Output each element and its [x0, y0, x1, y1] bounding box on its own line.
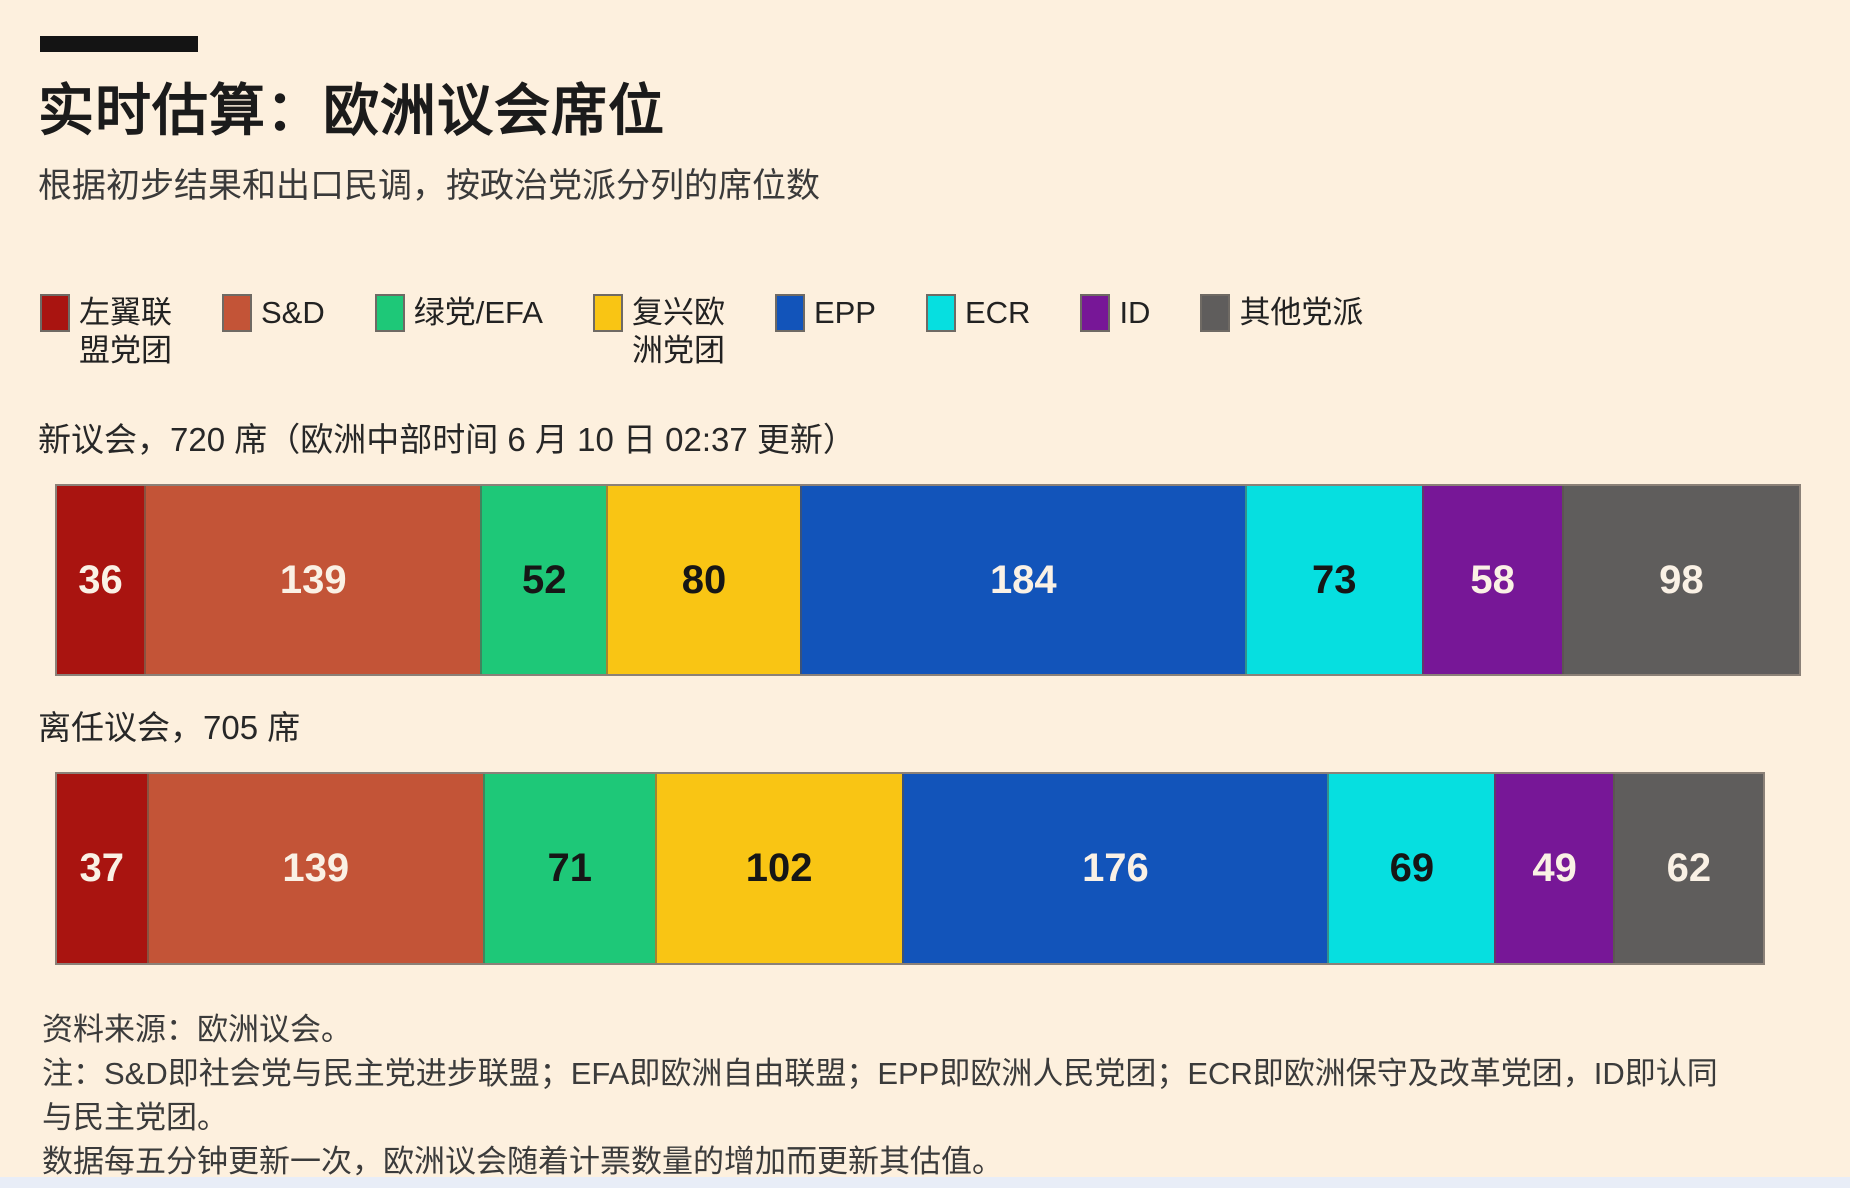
footer-note: 注：S&D即社会党与民主党进步联盟；EFA即欧洲自由联盟；EPP即欧洲人民党团；… [42, 1056, 1718, 1135]
bar-segment: 37 [57, 774, 147, 963]
bottom-strip [0, 1177, 1850, 1188]
bar-segment-value: 71 [547, 846, 593, 890]
bar-segment: 73 [1244, 486, 1422, 674]
bar-segment-value: 98 [1659, 557, 1704, 602]
legend-item-label: 其他党派 [1239, 295, 1364, 330]
legend-swatch [925, 294, 956, 332]
legend-swatch [592, 294, 623, 332]
legend-item-label: 复兴欧 洲党团 [631, 295, 725, 368]
bar-segment: 139 [144, 486, 481, 674]
legend-item-label: 左翼联 盟党团 [79, 295, 172, 368]
legend-item-6: ECR [925, 294, 1031, 332]
bar-segment-value: 80 [681, 557, 727, 602]
bar-segment: 69 [1327, 774, 1495, 963]
accent-bar [40, 36, 198, 52]
bar-segment: 58 [1421, 486, 1562, 674]
legend-item-7: ID [1080, 294, 1150, 332]
footer-update-note: 数据每五分钟更新一次，欧洲议会随着计票数量的增加而更新其估值。 [42, 1144, 1003, 1179]
legend: 左翼联 盟党团 S&D 绿党/EFA 复兴欧 洲党团 EPP ECR ID 其他党派 [40, 294, 1363, 370]
footer: 资料来源：欧洲议会。 注：S&D即社会党与民主党进步联盟；EFA即欧洲自由联盟；… [42, 1008, 1722, 1184]
legend-item-4: 复兴欧 洲党团 [592, 294, 725, 370]
bar-segment: 139 [146, 774, 483, 963]
legend-item-label: EPP [813, 295, 876, 330]
legend-swatch [374, 294, 405, 332]
footer-source: 资料来源：欧洲议会。 [42, 1012, 352, 1047]
bar-segment: 98 [1561, 486, 1799, 674]
bar-segment-value: 37 [79, 846, 125, 890]
bar-segment-value: 176 [1082, 846, 1149, 890]
legend-item-label: ID [1119, 295, 1151, 330]
legend-item-1: 左翼联 盟党团 [40, 294, 172, 370]
stacked-bar-new-parliament: 36 139 52 80 184 73 58 98 [55, 484, 1801, 676]
legend-item-3: 绿党/EFA [374, 294, 543, 332]
page-title: 实时估算：欧洲议会席位 [38, 79, 665, 142]
bar-segment-value: 52 [522, 557, 567, 602]
bar-segment-value: 36 [78, 557, 123, 602]
bar-segment: 102 [654, 774, 902, 963]
legend-swatch [1200, 294, 1231, 332]
legend-item-2: S&D [222, 294, 325, 332]
bar-segment: 176 [901, 774, 1328, 963]
bar-segment: 71 [482, 774, 655, 963]
bar-segment: 80 [606, 486, 800, 674]
bar-segment: 52 [480, 486, 607, 674]
legend-swatch [1080, 294, 1111, 332]
legend-item-label: ECR [964, 295, 1031, 330]
bar-segment-value: 139 [279, 557, 347, 602]
bar-segment-value: 102 [745, 846, 813, 890]
bar-segment-value: 58 [1470, 557, 1515, 602]
legend-swatch [222, 294, 252, 332]
bar-segment: 184 [799, 486, 1245, 674]
bar-segment: 49 [1494, 774, 1613, 963]
bar-segment-value: 139 [282, 846, 350, 890]
bar-segment-value: 184 [989, 557, 1057, 602]
page-subtitle: 根据初步结果和出口民调，按政治党派分列的席位数 [38, 167, 820, 205]
legend-item-8: 其他党派 [1200, 294, 1363, 332]
bar-segment-value: 69 [1389, 846, 1435, 890]
stacked-bar-outgoing-parliament: 37 139 71 102 176 69 49 62 [55, 772, 1765, 965]
bar-segment: 62 [1612, 774, 1763, 963]
bar-segment: 36 [57, 486, 145, 674]
bar-segment-value: 73 [1311, 557, 1357, 602]
legend-swatch [40, 294, 70, 332]
bar-title-new-parliament: 新议会，720 席（欧洲中部时间 6 月 10 日 02:37 更新） [38, 421, 856, 458]
legend-item-label: 绿党/EFA [413, 295, 543, 330]
legend-item-5: EPP [774, 294, 876, 332]
bar-segment-value: 49 [1532, 846, 1577, 890]
legend-item-label: S&D [261, 295, 325, 330]
legend-swatch [774, 294, 805, 332]
bar-title-outgoing-parliament: 离任议会，705 席 [38, 709, 301, 746]
bar-segment-value: 62 [1666, 846, 1712, 890]
